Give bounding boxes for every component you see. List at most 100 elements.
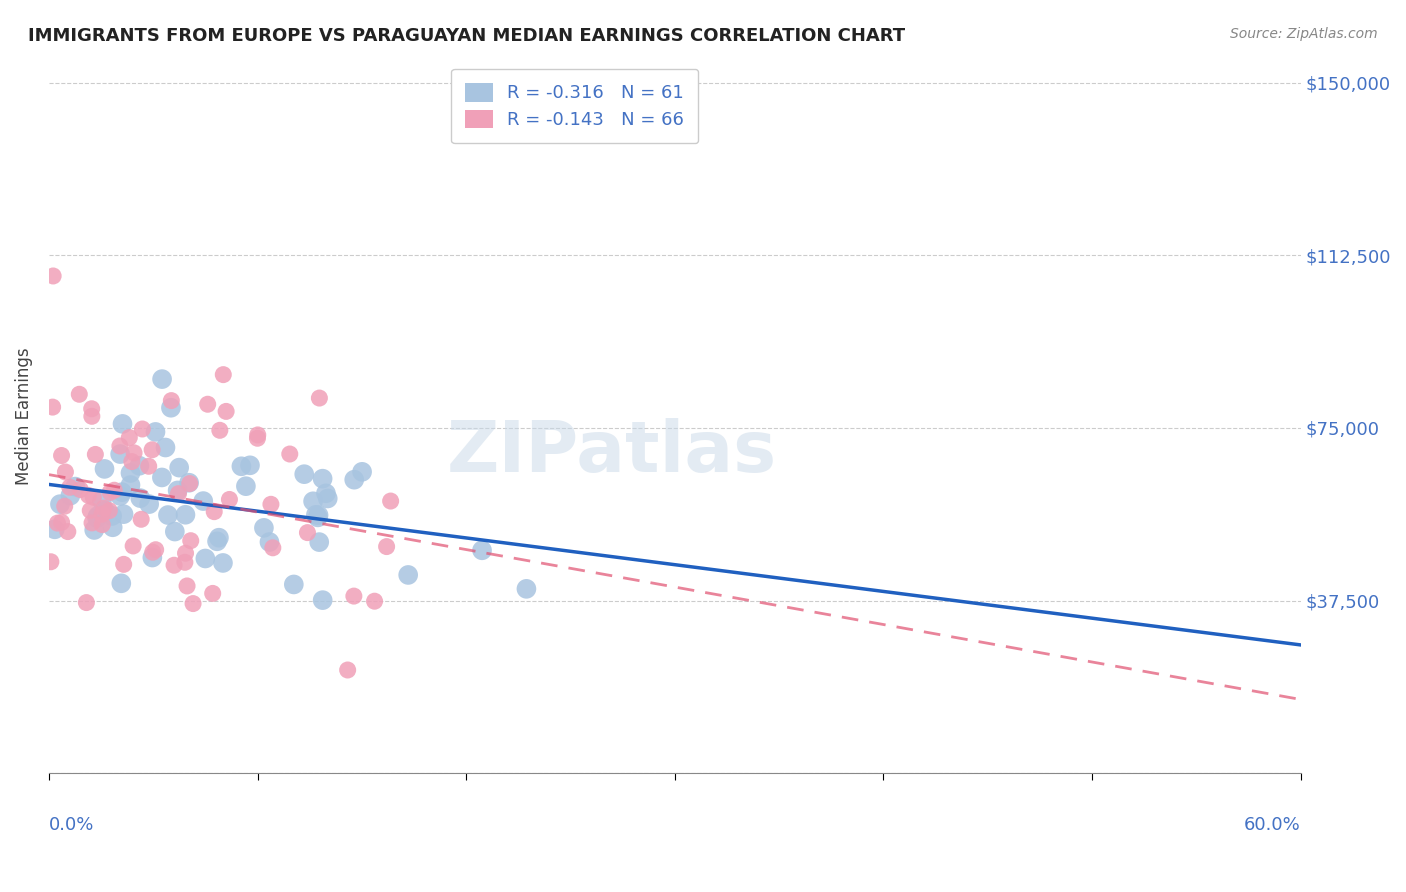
Immigrants from Europe bbox=[93, 462, 115, 476]
Paraguayans bbox=[308, 391, 330, 405]
Paraguayans bbox=[91, 517, 114, 532]
Immigrants from Europe bbox=[167, 460, 190, 475]
Immigrants from Europe bbox=[311, 472, 333, 486]
Immigrants from Europe bbox=[138, 497, 160, 511]
Immigrants from Europe bbox=[302, 494, 325, 508]
Paraguayans bbox=[212, 368, 235, 382]
Paraguayans bbox=[103, 483, 125, 498]
Immigrants from Europe bbox=[471, 543, 494, 558]
Immigrants from Europe bbox=[193, 494, 215, 508]
Immigrants from Europe bbox=[150, 470, 173, 484]
Paraguayans bbox=[246, 431, 269, 445]
Y-axis label: Median Earnings: Median Earnings bbox=[15, 348, 32, 485]
Paraguayans bbox=[208, 423, 231, 437]
Text: 0.0%: 0.0% bbox=[49, 816, 94, 834]
Immigrants from Europe bbox=[253, 521, 276, 535]
Paraguayans bbox=[167, 486, 190, 500]
Immigrants from Europe bbox=[174, 508, 197, 522]
Paraguayans bbox=[278, 447, 301, 461]
Paraguayans bbox=[56, 524, 79, 539]
Immigrants from Europe bbox=[59, 489, 82, 503]
Immigrants from Europe bbox=[515, 582, 537, 596]
Immigrants from Europe bbox=[283, 577, 305, 591]
Immigrants from Europe bbox=[120, 466, 142, 480]
Paraguayans bbox=[138, 459, 160, 474]
Immigrants from Europe bbox=[163, 524, 186, 539]
Paraguayans bbox=[141, 442, 163, 457]
Paraguayans bbox=[55, 465, 77, 479]
Immigrants from Europe bbox=[108, 489, 131, 503]
Paraguayans bbox=[160, 393, 183, 408]
Immigrants from Europe bbox=[112, 507, 135, 521]
Paraguayans bbox=[163, 558, 186, 573]
Immigrants from Europe bbox=[141, 550, 163, 565]
Immigrants from Europe bbox=[83, 523, 105, 537]
Immigrants from Europe bbox=[208, 531, 231, 545]
Immigrants from Europe bbox=[311, 593, 333, 607]
Immigrants from Europe bbox=[111, 417, 134, 431]
Immigrants from Europe bbox=[212, 556, 235, 570]
Paraguayans bbox=[80, 401, 103, 416]
Text: IMMIGRANTS FROM EUROPE VS PARAGUAYAN MEDIAN EARNINGS CORRELATION CHART: IMMIGRANTS FROM EUROPE VS PARAGUAYAN MED… bbox=[28, 27, 905, 45]
Immigrants from Europe bbox=[292, 467, 315, 482]
Paraguayans bbox=[129, 512, 152, 526]
Paraguayans bbox=[375, 540, 398, 554]
Immigrants from Europe bbox=[94, 504, 117, 518]
Immigrants from Europe bbox=[239, 458, 262, 473]
Immigrants from Europe bbox=[343, 473, 366, 487]
Immigrants from Europe bbox=[145, 425, 167, 439]
Legend: R = -0.316   N = 61, R = -0.143   N = 66: R = -0.316 N = 61, R = -0.143 N = 66 bbox=[451, 69, 699, 144]
Paraguayans bbox=[53, 500, 76, 514]
Paraguayans bbox=[59, 480, 82, 494]
Immigrants from Europe bbox=[128, 458, 150, 473]
Immigrants from Europe bbox=[86, 511, 108, 525]
Immigrants from Europe bbox=[259, 535, 281, 549]
Paraguayans bbox=[42, 268, 65, 283]
Immigrants from Europe bbox=[235, 479, 257, 493]
Paraguayans bbox=[215, 404, 238, 418]
Immigrants from Europe bbox=[86, 508, 108, 523]
Paraguayans bbox=[91, 507, 114, 521]
Immigrants from Europe bbox=[120, 478, 142, 492]
Immigrants from Europe bbox=[90, 493, 112, 508]
Paraguayans bbox=[173, 555, 195, 569]
Paraguayans bbox=[84, 447, 107, 461]
Paraguayans bbox=[218, 492, 240, 507]
Immigrants from Europe bbox=[101, 520, 124, 534]
Paraguayans bbox=[112, 558, 135, 572]
Paraguayans bbox=[79, 503, 101, 517]
Paraguayans bbox=[122, 539, 145, 553]
Immigrants from Europe bbox=[111, 485, 134, 500]
Paraguayans bbox=[67, 387, 90, 401]
Text: Source: ZipAtlas.com: Source: ZipAtlas.com bbox=[1230, 27, 1378, 41]
Immigrants from Europe bbox=[307, 510, 329, 524]
Paraguayans bbox=[197, 397, 219, 411]
Immigrants from Europe bbox=[194, 551, 217, 566]
Paraguayans bbox=[363, 594, 385, 608]
Immigrants from Europe bbox=[150, 372, 173, 386]
Paraguayans bbox=[180, 533, 202, 548]
Paraguayans bbox=[98, 485, 121, 500]
Immigrants from Europe bbox=[110, 576, 132, 591]
Immigrants from Europe bbox=[396, 568, 419, 582]
Paraguayans bbox=[108, 439, 131, 453]
Paraguayans bbox=[46, 516, 69, 530]
Immigrants from Europe bbox=[44, 522, 66, 536]
Paraguayans bbox=[80, 516, 103, 530]
Immigrants from Europe bbox=[352, 465, 374, 479]
Paraguayans bbox=[176, 579, 198, 593]
Paraguayans bbox=[181, 597, 204, 611]
Immigrants from Europe bbox=[101, 508, 124, 523]
Immigrants from Europe bbox=[49, 497, 72, 511]
Paraguayans bbox=[262, 541, 284, 555]
Immigrants from Europe bbox=[156, 508, 179, 522]
Immigrants from Europe bbox=[108, 447, 131, 461]
Paraguayans bbox=[93, 501, 115, 516]
Immigrants from Europe bbox=[308, 508, 330, 523]
Paraguayans bbox=[75, 596, 97, 610]
Paraguayans bbox=[122, 446, 145, 460]
Paraguayans bbox=[77, 488, 100, 502]
Immigrants from Europe bbox=[305, 508, 328, 522]
Immigrants from Europe bbox=[129, 491, 152, 505]
Paraguayans bbox=[260, 497, 283, 511]
